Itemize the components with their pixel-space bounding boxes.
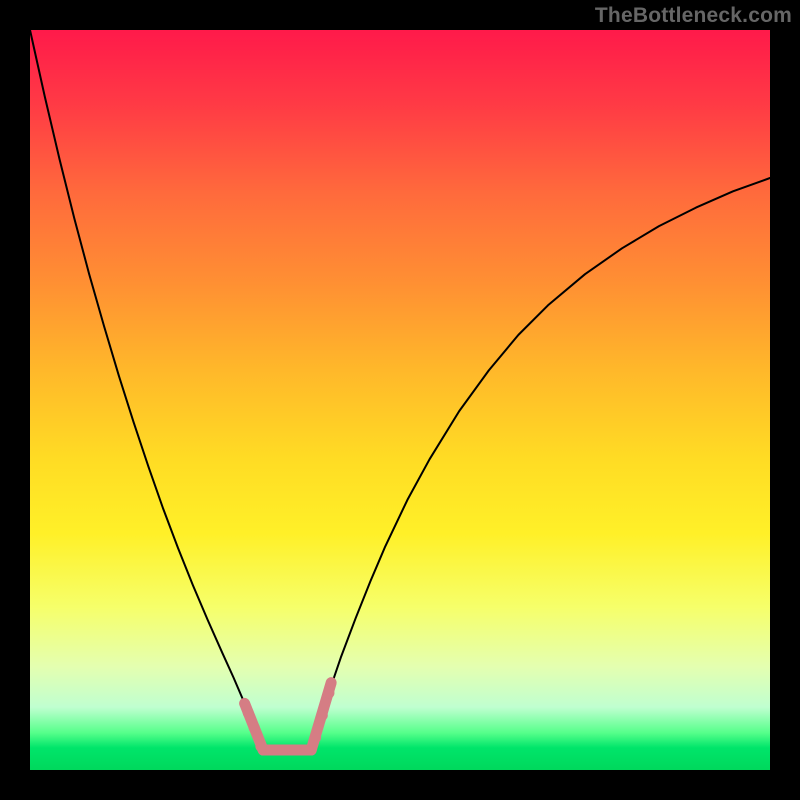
highlight-dot [317,710,328,721]
gradient-panel [30,30,770,770]
chart-stage: TheBottleneck.com [0,0,800,800]
watermark-text: TheBottleneck.com [595,4,792,28]
highlight-dot [255,741,266,752]
highlight-dot [289,745,300,756]
highlight-dot [310,732,321,743]
highlight-dot [243,708,254,719]
chart-svg [0,0,800,800]
highlight-dot [278,745,289,756]
highlight-dot [249,722,260,733]
highlight-dot [323,688,334,699]
highlight-dot [266,745,277,756]
highlight-dot [301,745,312,756]
